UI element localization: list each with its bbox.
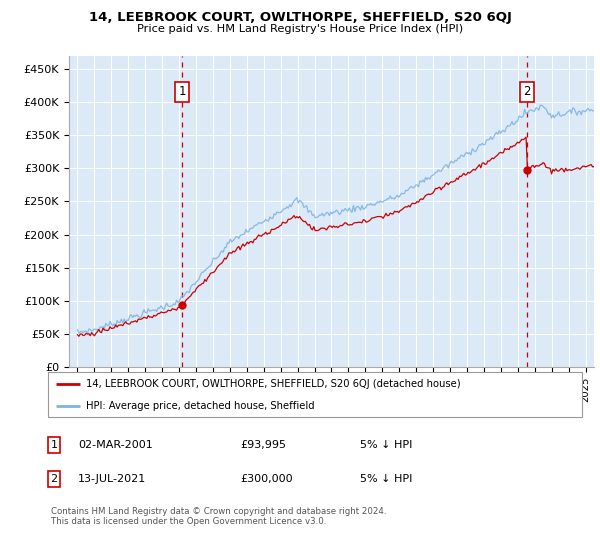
- Text: Contains HM Land Registry data © Crown copyright and database right 2024.
This d: Contains HM Land Registry data © Crown c…: [51, 507, 386, 526]
- Text: 02-MAR-2001: 02-MAR-2001: [78, 440, 153, 450]
- Text: 1: 1: [50, 440, 58, 450]
- Text: 2: 2: [523, 85, 530, 98]
- Text: 5% ↓ HPI: 5% ↓ HPI: [360, 440, 412, 450]
- Text: £300,000: £300,000: [240, 474, 293, 484]
- Text: 1: 1: [178, 85, 186, 98]
- Text: £93,995: £93,995: [240, 440, 286, 450]
- Text: Price paid vs. HM Land Registry's House Price Index (HPI): Price paid vs. HM Land Registry's House …: [137, 24, 463, 34]
- Text: 5% ↓ HPI: 5% ↓ HPI: [360, 474, 412, 484]
- FancyBboxPatch shape: [48, 372, 582, 417]
- Text: 14, LEEBROOK COURT, OWLTHORPE, SHEFFIELD, S20 6QJ (detached house): 14, LEEBROOK COURT, OWLTHORPE, SHEFFIELD…: [86, 380, 461, 390]
- Text: 2: 2: [50, 474, 58, 484]
- Text: 14, LEEBROOK COURT, OWLTHORPE, SHEFFIELD, S20 6QJ: 14, LEEBROOK COURT, OWLTHORPE, SHEFFIELD…: [89, 11, 511, 24]
- Text: HPI: Average price, detached house, Sheffield: HPI: Average price, detached house, Shef…: [86, 401, 315, 411]
- Text: 13-JUL-2021: 13-JUL-2021: [78, 474, 146, 484]
